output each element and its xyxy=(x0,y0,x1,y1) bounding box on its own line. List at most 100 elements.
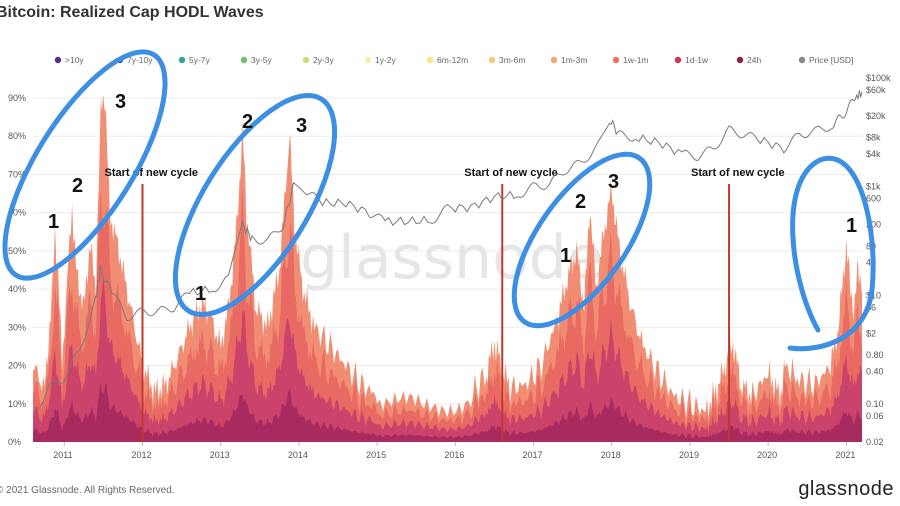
y-right-tick-label: 0.02 xyxy=(866,437,884,447)
x-tick-label: 2019 xyxy=(679,450,699,460)
x-tick-label: 2018 xyxy=(601,450,621,460)
hand-drawn-circles xyxy=(2,49,876,352)
legend-item: 1w-1m xyxy=(612,55,649,65)
wave-label: 2 xyxy=(575,191,586,213)
legend-swatch xyxy=(550,56,558,64)
y-right-tick-label: 200 xyxy=(866,220,881,230)
y-right-tick-label: 0.10 xyxy=(866,399,884,409)
legend-item: 24h xyxy=(736,55,761,65)
x-tick-label: 2011 xyxy=(53,450,72,460)
y-tick-label: 50% xyxy=(8,246,26,256)
y-axis-right: $100k$60k$20k$8k$4k$1k6002008040$10$6$20… xyxy=(866,73,891,447)
legend-item: Price [USD] xyxy=(798,55,853,65)
y-right-tick-label: 0.06 xyxy=(866,411,884,421)
cycle-annotation: Start of new cycle xyxy=(691,167,785,179)
legend-label: 2y-3y xyxy=(313,55,335,65)
y-tick-label: 60% xyxy=(8,208,26,218)
watermark: glassnode xyxy=(300,223,604,293)
legend-item: 1y-2y xyxy=(364,55,397,65)
legend-label: 7y-10y xyxy=(127,55,153,65)
y-tick-label: 90% xyxy=(8,93,26,103)
y-right-tick-label: $6 xyxy=(866,302,876,312)
wave-label: 1 xyxy=(846,215,857,237)
y-tick-label: 80% xyxy=(8,131,26,141)
wave-label: 2 xyxy=(72,175,83,197)
legend-swatch xyxy=(736,56,744,64)
legend-label: 1m-3m xyxy=(561,55,587,65)
cycle-annotation: Start of new cycle xyxy=(104,167,198,179)
y-right-tick-label: $60k xyxy=(866,85,886,95)
x-tick-label: 2014 xyxy=(288,450,308,460)
circle-annotation xyxy=(787,155,876,352)
price-line xyxy=(32,90,863,413)
circle-annotation xyxy=(511,151,653,329)
legend-swatch xyxy=(364,56,372,64)
legend-label: 24h xyxy=(747,55,761,65)
wave-label: 1 xyxy=(195,283,206,305)
y-tick-label: 0% xyxy=(8,437,21,447)
legend-label: 3y-5y xyxy=(251,55,273,65)
x-axis: 2011 2012 2013 2014 2015 2016 2017 2018 2019 2020… xyxy=(53,442,855,460)
y-tick-label: 10% xyxy=(8,399,26,409)
y-tick-label: 70% xyxy=(8,169,26,179)
y-right-tick-label: 0.80 xyxy=(866,350,884,360)
legend-item: 3y-5y xyxy=(240,55,273,65)
y-right-tick-label: $2 xyxy=(866,328,876,338)
x-tick-label: 2015 xyxy=(366,450,386,460)
legend-swatch xyxy=(302,56,310,64)
x-tick-label: 2021 xyxy=(835,450,855,460)
area-24h xyxy=(33,383,862,442)
circle-annotation xyxy=(2,49,168,281)
legend-label: 1w-1m xyxy=(623,55,649,65)
legend-swatch xyxy=(488,56,496,64)
legend-label: 5y-7y xyxy=(189,55,211,65)
legend-label: 1y-2y xyxy=(375,55,397,65)
circle-annotation xyxy=(172,92,338,318)
areas xyxy=(33,96,862,442)
cycle-annotation: Start of new cycle xyxy=(464,167,558,179)
y-right-tick-label: $1k xyxy=(866,182,881,192)
legend-item: 1m-3m xyxy=(550,55,587,65)
x-tick-label: 2020 xyxy=(757,450,777,460)
wave-label: 1 xyxy=(560,245,571,267)
y-right-tick-label: $100k xyxy=(866,73,891,83)
y-right-tick-label: $8k xyxy=(866,133,881,143)
legend-swatch xyxy=(178,56,186,64)
chart-title: Bitcoin: Realized Cap HODL Waves xyxy=(0,4,264,21)
legend-swatch xyxy=(426,56,434,64)
legend-swatch xyxy=(674,56,682,64)
legend-item: 2y-3y xyxy=(302,55,335,65)
legend-item: 5y-7y xyxy=(178,55,211,65)
wave-label: 3 xyxy=(608,171,619,193)
legend-swatch xyxy=(798,56,806,64)
y-axis-left: 0% 10% 20% 30% 40% 50% 60% 70% 80% 90% xyxy=(8,93,26,447)
x-tick-label: 2017 xyxy=(523,450,543,460)
y-tick-label: 40% xyxy=(8,284,26,294)
x-tick-label: 2012 xyxy=(131,450,151,460)
x-tick-label: 2016 xyxy=(444,450,464,460)
legend: >10y 7y-10y 5y-7y 3y-5y 2y-3y 1y-2y 6m-12m 3m-6… xyxy=(54,55,853,65)
y-right-tick-label: 0.40 xyxy=(866,366,884,376)
glassnode-logo: glassnode xyxy=(798,478,894,500)
copyright-footer: © 2021 Glassnode. All Rights Reserved. xyxy=(0,485,175,496)
wave-label: 2 xyxy=(242,111,253,133)
wave-label: 3 xyxy=(296,115,307,137)
legend-label: >10y xyxy=(65,55,84,65)
y-tick-label: 20% xyxy=(8,361,26,371)
legend-item: >10y xyxy=(54,55,84,65)
legend-item: 6m-12m xyxy=(426,55,468,65)
y-right-tick-label: 600 xyxy=(866,194,881,204)
legend-label: Price [USD] xyxy=(809,55,853,65)
y-tick-label: 30% xyxy=(8,322,26,332)
legend-swatch xyxy=(612,56,620,64)
cycle-lines: Start of new cycle Start of new cycle Star… xyxy=(104,167,785,442)
wave-label: 3 xyxy=(115,91,126,113)
y-right-tick-label: $4k xyxy=(866,149,881,159)
legend-swatch xyxy=(54,56,62,64)
legend-label: 3m-6m xyxy=(499,55,525,65)
legend-label: 6m-12m xyxy=(437,55,468,65)
legend-item: 3m-6m xyxy=(488,55,525,65)
y-right-tick-label: $20k xyxy=(866,111,886,121)
